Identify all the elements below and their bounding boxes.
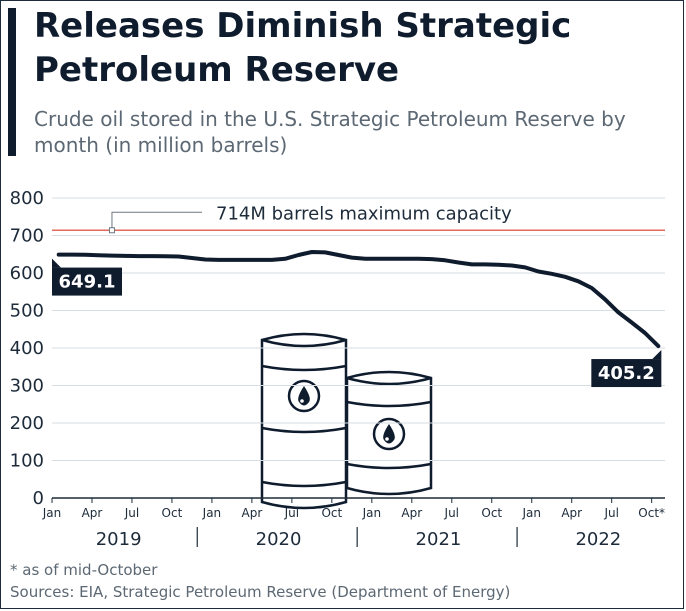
chart-subtitle: Crude oil stored in the U.S. Strategic P… xyxy=(34,107,626,157)
data-point xyxy=(563,275,567,279)
sources-note: Sources: EIA, Strategic Petroleum Reserv… xyxy=(10,583,511,601)
data-point xyxy=(323,250,327,254)
x-tick-label: Jan xyxy=(521,506,541,520)
x-tick-label: Jul xyxy=(603,506,618,520)
y-tick-label: 500 xyxy=(10,301,44,322)
data-point xyxy=(230,258,234,262)
x-tick-label: Oct* xyxy=(638,506,665,520)
data-point xyxy=(643,331,647,335)
x-tick-label: Jan xyxy=(202,506,222,520)
oil-barrel-icon xyxy=(345,370,433,496)
data-label-pointer xyxy=(52,258,61,268)
data-point xyxy=(456,261,460,265)
y-tick-label: 0 xyxy=(33,488,44,509)
reference-line-label: 714M barrels maximum capacity xyxy=(216,203,512,224)
x-tick-label: Oct xyxy=(481,506,502,520)
data-point xyxy=(83,253,87,257)
data-point xyxy=(550,272,554,276)
data-point xyxy=(163,254,167,258)
data-point xyxy=(376,257,380,261)
data-point xyxy=(630,321,634,325)
accent-bar xyxy=(8,8,16,156)
data-label-box xyxy=(52,267,122,296)
data-point xyxy=(576,279,580,283)
chart-title: Releases Diminish Strategic Petroleum Re… xyxy=(34,6,572,90)
year-label: 2021 xyxy=(416,529,462,550)
data-point xyxy=(283,257,287,261)
data-point xyxy=(430,257,434,261)
data-point xyxy=(350,256,354,260)
data-point xyxy=(510,264,514,268)
reference-callout-marker xyxy=(108,227,115,234)
y-tick-label: 700 xyxy=(10,226,44,247)
data-point xyxy=(496,263,500,267)
data-label-pointer xyxy=(652,350,662,360)
data-point xyxy=(536,270,540,274)
data-point xyxy=(523,265,527,269)
data-point xyxy=(57,253,61,257)
year-label: 2020 xyxy=(256,529,302,550)
x-tick-label: Apr xyxy=(401,506,422,520)
data-point xyxy=(217,258,221,262)
x-tick-label: Apr xyxy=(561,506,582,520)
data-point xyxy=(590,286,594,290)
data-point xyxy=(137,254,141,258)
x-tick-label: Jul xyxy=(444,506,459,520)
data-point xyxy=(616,310,620,314)
x-tick-label: Apr xyxy=(242,506,263,520)
data-point xyxy=(416,257,420,261)
data-point xyxy=(363,257,367,261)
data-point xyxy=(203,258,207,262)
data-point xyxy=(483,262,487,266)
data-point xyxy=(110,254,114,258)
data-label: 405.2 xyxy=(598,363,655,384)
oil-barrel-icon xyxy=(260,332,348,510)
y-tick-label: 600 xyxy=(10,263,44,284)
data-point xyxy=(390,257,394,261)
x-tick-label: Jul xyxy=(124,506,139,520)
data-point xyxy=(603,297,607,301)
data-point xyxy=(656,344,660,348)
data-point xyxy=(70,253,74,257)
data-point xyxy=(270,258,274,262)
footnote: * as of mid-October xyxy=(10,561,158,579)
y-tick-label: 800 xyxy=(10,188,44,209)
data-point xyxy=(297,253,301,257)
year-label: 2019 xyxy=(96,529,142,550)
y-tick-label: 100 xyxy=(10,451,44,472)
y-tick-label: 300 xyxy=(10,376,44,397)
series-line xyxy=(56,250,661,349)
x-tick-label: Oct xyxy=(321,506,342,520)
y-tick-label: 400 xyxy=(10,338,44,359)
y-tick-label: 200 xyxy=(10,413,44,434)
data-point xyxy=(97,253,101,257)
data-point xyxy=(310,250,314,254)
year-label: 2022 xyxy=(575,529,621,550)
data-point xyxy=(123,254,127,258)
x-tick-label: Jan xyxy=(42,506,62,520)
x-tick-label: Jan xyxy=(362,506,382,520)
x-tick-label: Apr xyxy=(82,506,103,520)
data-point xyxy=(177,255,181,259)
x-tick-label: Oct xyxy=(162,506,183,520)
data-point xyxy=(190,256,194,260)
data-point xyxy=(243,258,247,262)
data-point xyxy=(150,254,154,258)
data-point xyxy=(403,257,407,261)
data-point xyxy=(470,262,474,266)
x-tick-label: Jul xyxy=(284,506,299,520)
data-label: 649.1 xyxy=(59,272,116,293)
data-label-box xyxy=(591,359,662,388)
data-point xyxy=(337,253,341,257)
data-point xyxy=(443,258,447,262)
reference-callout-line xyxy=(111,211,202,231)
data-point xyxy=(257,258,261,262)
